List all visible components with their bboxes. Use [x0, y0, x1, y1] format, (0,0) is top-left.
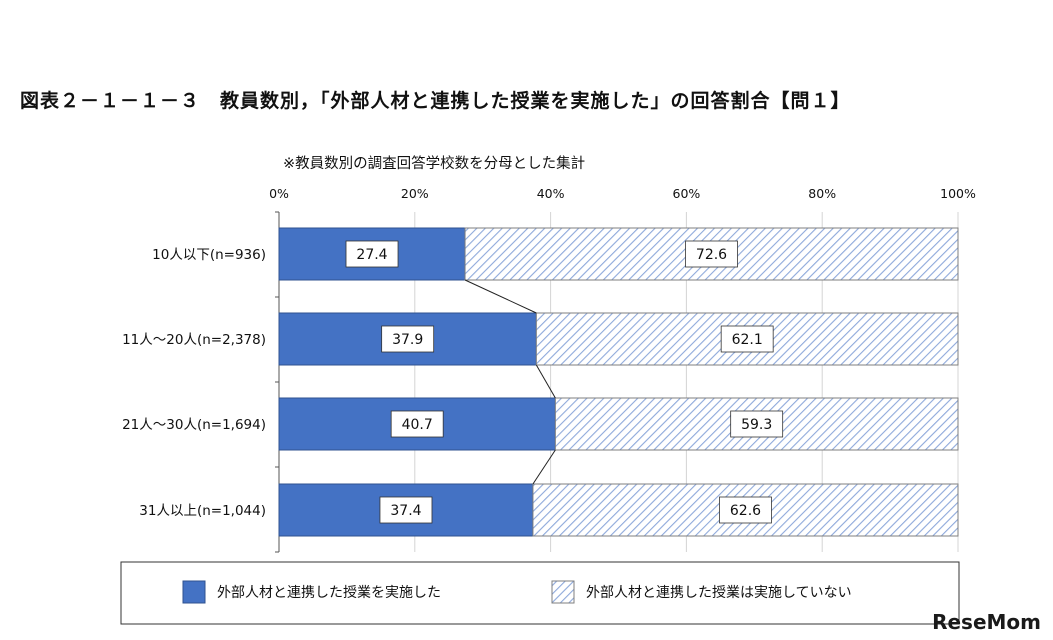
value-label-box — [720, 325, 774, 353]
x-tick-label: 0% — [269, 186, 289, 201]
x-axis-ticks: 0% 20% 40% 60% 80% 100% — [269, 186, 976, 201]
category-label: 21人～30人(n=1,694) — [122, 417, 266, 433]
bars — [278, 227, 959, 537]
value-label-implemented: 40.7 — [402, 417, 433, 433]
x-tick-label: 100% — [940, 186, 976, 201]
value-label-box — [381, 325, 435, 353]
value-label-box — [685, 240, 738, 268]
watermark-logo: ReseMom — [932, 610, 1041, 634]
category-label: 11人～20人(n=2,378) — [122, 332, 266, 348]
value-label-box — [379, 496, 433, 524]
legend-swatch-not-implemented — [551, 580, 575, 604]
value-label-implemented: 37.4 — [390, 503, 421, 519]
series-line — [532, 449, 556, 485]
value-label-box — [719, 496, 772, 524]
value-labels: 27.4 72.6 37.9 62.1 40.7 59.3 37.4 62.6 — [345, 240, 784, 524]
value-label-box — [730, 410, 784, 438]
legend-swatch-implemented — [182, 580, 206, 604]
value-label-implemented: 27.4 — [356, 247, 387, 263]
legend-label-implemented: 外部人材と連携した授業を実施した — [217, 585, 441, 601]
value-label-not-implemented: 72.6 — [696, 247, 727, 263]
category-labels: 10人以下(n=936) 11人～20人(n=2,378) 21人～30人(n=1,… — [122, 247, 266, 519]
value-label-not-implemented: 62.1 — [732, 332, 763, 348]
value-label-not-implemented: 62.6 — [730, 503, 761, 519]
x-tick-label: 80% — [808, 186, 836, 201]
x-tick-label: 20% — [401, 186, 429, 201]
legend-box — [120, 561, 960, 625]
figure-title: 図表２－１－１－３ 教員数別，「外部人材と連携した授業を実施した」の回答割合【問… — [20, 90, 851, 112]
legend: 外部人材と連携した授業を実施した 外部人材と連携した授業は実施していない — [120, 561, 960, 625]
value-label-box — [345, 240, 399, 268]
category-label: 10人以下(n=936) — [152, 247, 266, 263]
category-label: 31人以上(n=1,044) — [139, 503, 266, 519]
value-label-not-implemented: 59.3 — [741, 417, 772, 433]
value-label-box — [390, 410, 444, 438]
chart-subtitle: ※教員数別の調査回答学校数を分母とした集計 — [283, 155, 585, 172]
x-tick-label: 60% — [673, 186, 701, 201]
series-line — [464, 279, 537, 314]
value-label-implemented: 37.9 — [392, 332, 423, 348]
series-line — [535, 364, 556, 399]
x-tick-label: 40% — [537, 186, 565, 201]
legend-label-not-implemented: 外部人材と連携した授業は実施していない — [586, 585, 852, 601]
